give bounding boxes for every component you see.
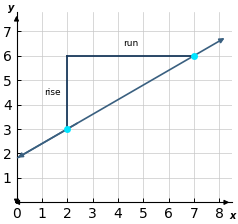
Text: x: x bbox=[229, 211, 235, 221]
Text: rise: rise bbox=[44, 88, 60, 97]
Text: run: run bbox=[123, 39, 138, 48]
Text: y: y bbox=[8, 3, 15, 13]
